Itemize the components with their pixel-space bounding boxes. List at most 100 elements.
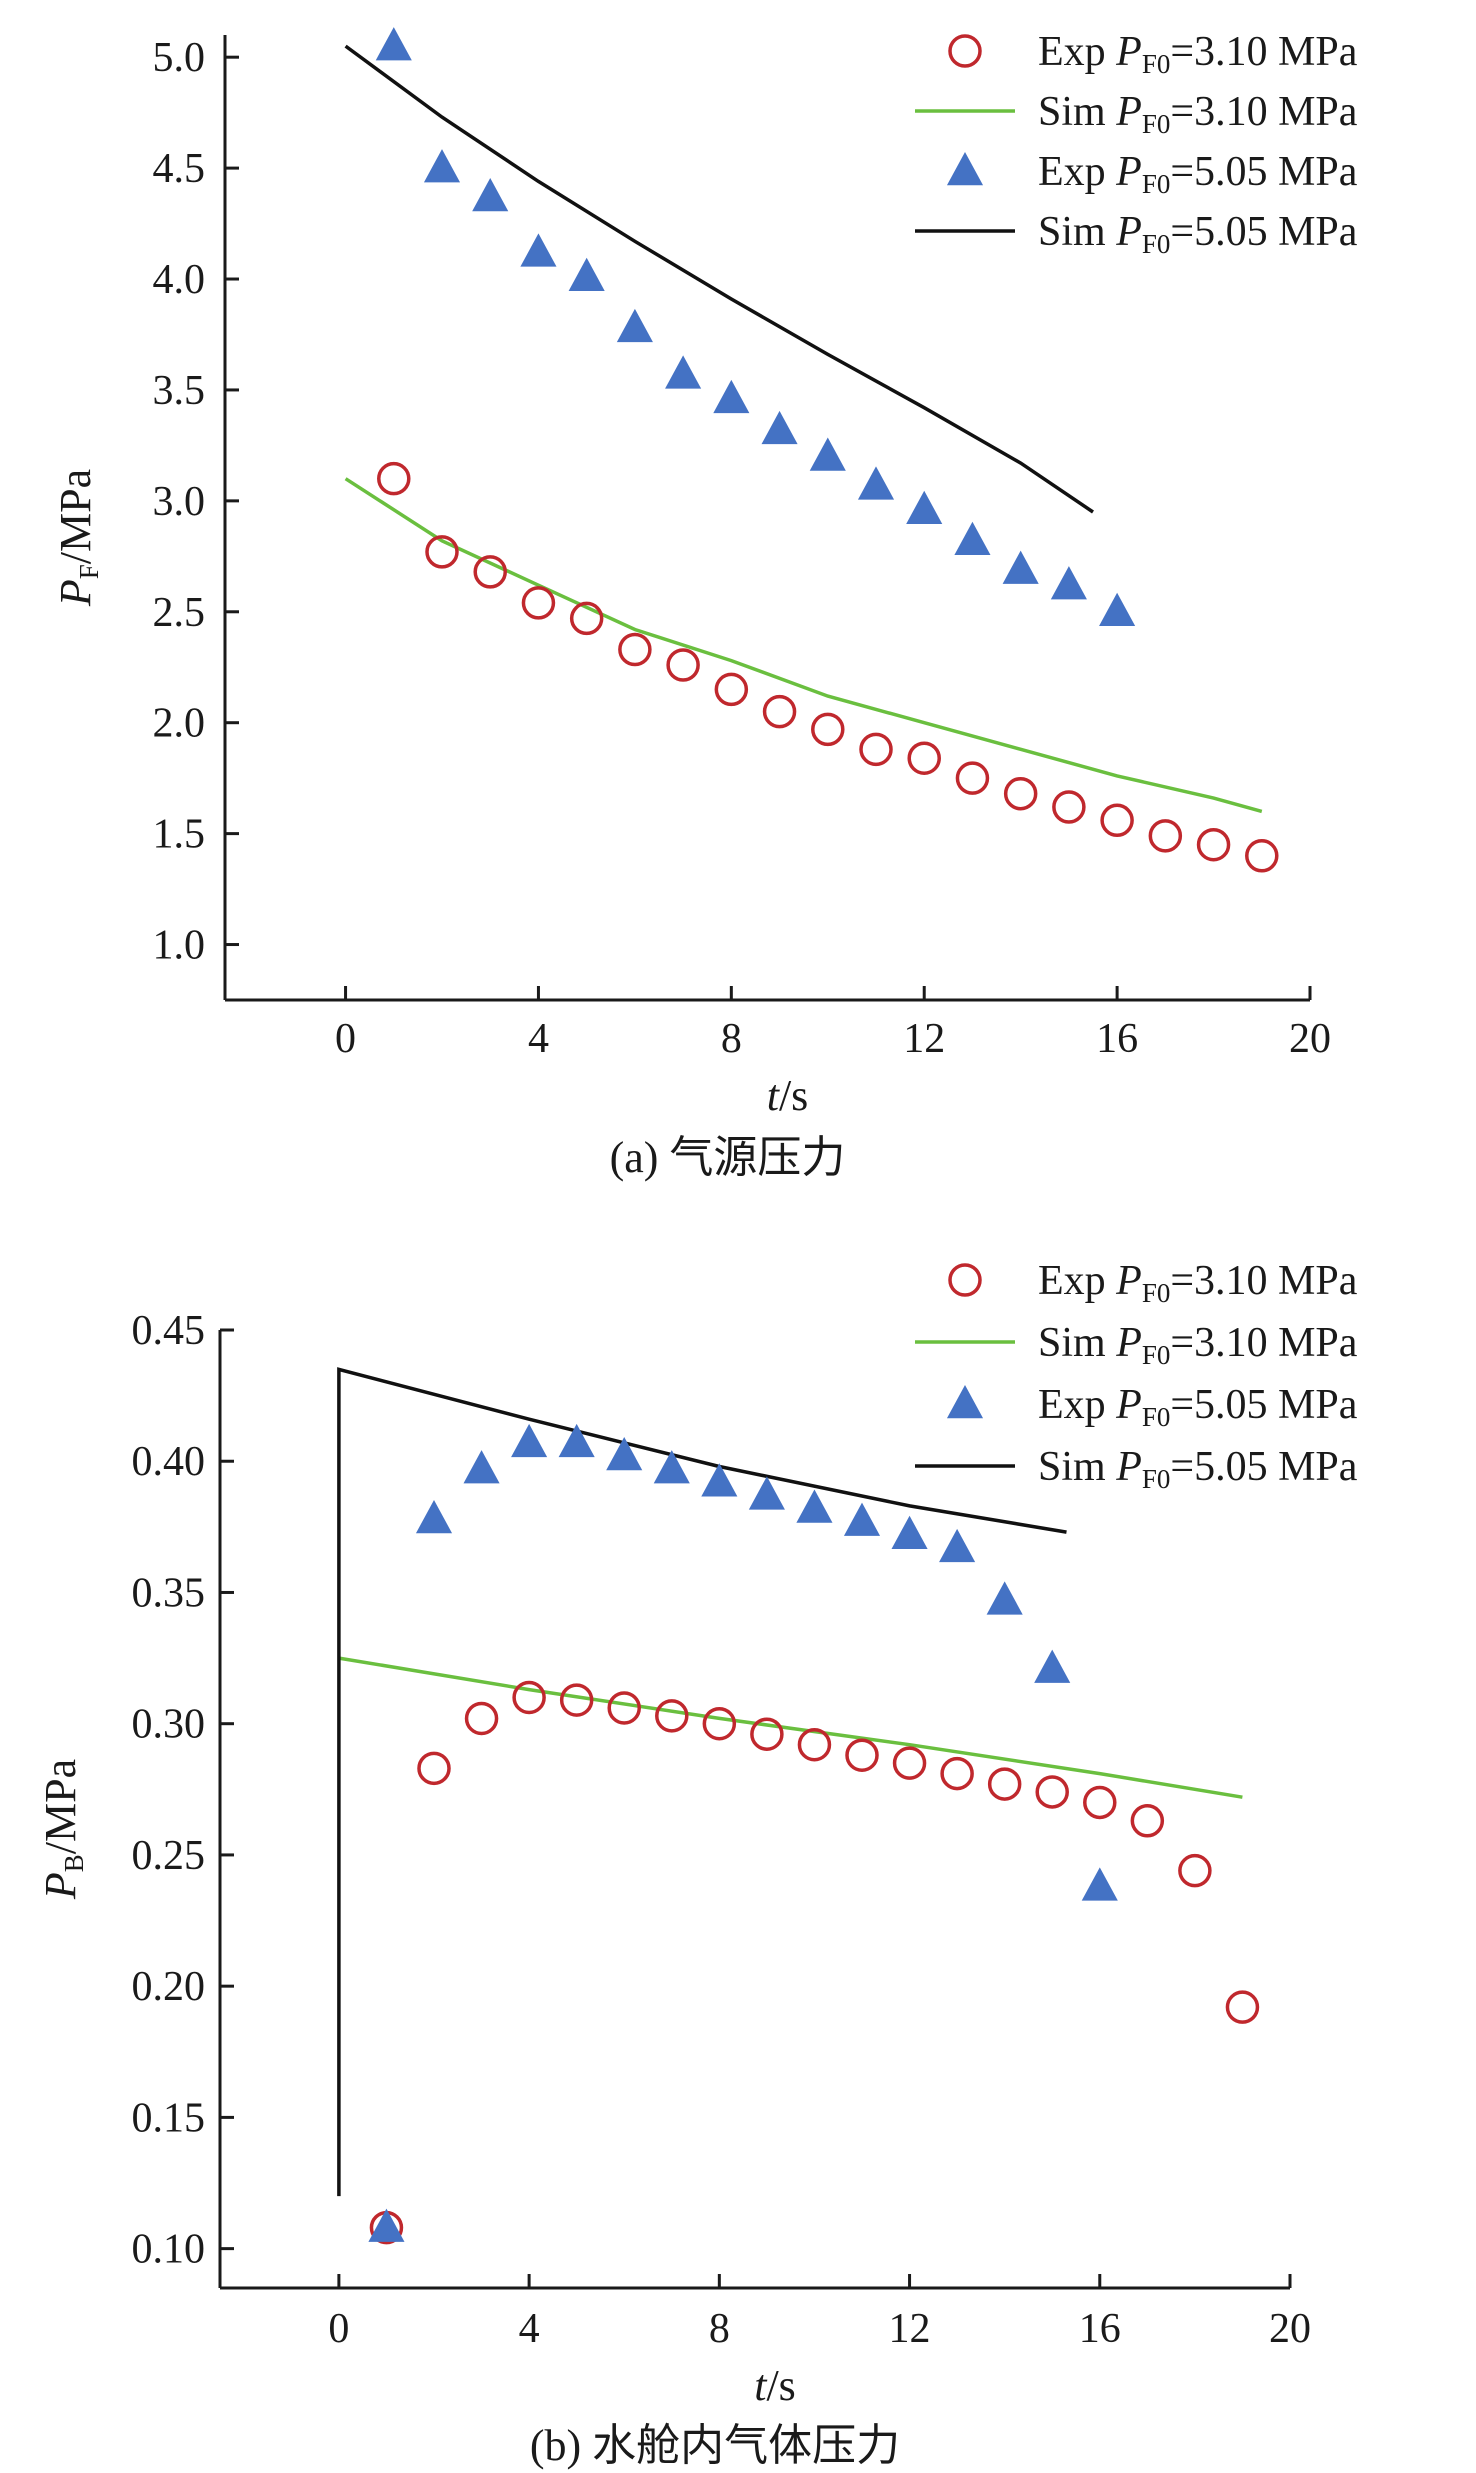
- data-point-exp-3-10: [607, 1691, 641, 1725]
- y-tick-label: 5.0: [153, 35, 206, 81]
- figure-caption: (b) 水舱内气体压力: [530, 2421, 900, 2470]
- data-point-exp-3-10: [1225, 1990, 1260, 2024]
- y-tick-label: 0.30: [132, 1702, 206, 1748]
- x-axis-label: t/s: [754, 2361, 796, 2410]
- data-point-exp-3-10: [425, 535, 459, 569]
- data-point-exp-3-10: [512, 1680, 546, 1715]
- x-tick-label: 16: [1096, 1016, 1138, 1062]
- legend-marker-triangle: [946, 1385, 984, 1419]
- x-tick-label: 0: [328, 2306, 349, 2352]
- data-point-exp-5-05: [568, 257, 605, 292]
- x-tick-label: 16: [1079, 2306, 1121, 2352]
- x-tick-label: 4: [528, 1016, 549, 1062]
- data-point-exp-3-10: [859, 732, 893, 767]
- data-point-exp-5-05: [1050, 566, 1087, 600]
- data-point-exp-5-05: [1099, 592, 1136, 627]
- y-tick-label: 0.35: [132, 1570, 206, 1616]
- y-tick-label: 2.5: [153, 590, 206, 636]
- y-axis-label: PF/MPa: [51, 469, 104, 607]
- data-point-exp-3-10: [473, 555, 507, 589]
- y-tick-label: 0.15: [132, 2095, 206, 2141]
- y-tick-label: 0.40: [132, 1439, 206, 1485]
- legend-label: Exp PF0=5.05 MPa: [1038, 149, 1358, 199]
- data-point-exp-5-05: [472, 177, 509, 212]
- data-point-exp-5-05: [713, 379, 750, 414]
- legend-label: Exp PF0=5.05 MPa: [1038, 1382, 1358, 1432]
- data-point-exp-3-10: [559, 1683, 594, 1717]
- data-point-exp-3-10: [1100, 803, 1134, 838]
- data-point-exp-5-05: [463, 1450, 500, 1484]
- data-point-exp-5-05: [954, 521, 991, 556]
- data-point-exp-5-05: [520, 233, 557, 267]
- x-tick-label: 4: [519, 2306, 540, 2352]
- data-point-exp-3-10: [845, 1738, 879, 1772]
- figure-caption: (a) 气源压力: [610, 1133, 846, 1182]
- y-tick-label: 2.0: [153, 701, 206, 747]
- y-tick-label: 0.20: [132, 1964, 206, 2010]
- data-point-exp-5-05: [558, 1423, 595, 1458]
- legend-label: Exp PF0=3.10 MPa: [1038, 1258, 1358, 1308]
- y-tick-label: 1.5: [153, 812, 206, 858]
- data-point-exp-3-10: [1178, 1853, 1212, 1888]
- chart-panel-a: 0 4 8 12 16 20 1.0 1.5 2.0 2.5 3.0 3.5 4.0 4.5 5.0 t/s P…: [51, 27, 1358, 1182]
- y-tick-label: 0.25: [132, 1833, 206, 1879]
- legend-marker-circle: [948, 1263, 982, 1297]
- data-point-exp-3-10: [1003, 776, 1038, 811]
- x-tick-label: 8: [709, 2306, 730, 2352]
- data-point-exp-3-10: [1196, 827, 1231, 862]
- data-point-exp-5-05: [653, 1450, 690, 1484]
- data-point-exp-5-05: [423, 149, 461, 183]
- data-point-exp-3-10: [987, 1767, 1022, 1801]
- data-point-exp-3-10: [1130, 1804, 1165, 1838]
- data-point-exp-3-10: [892, 1746, 927, 1780]
- data-point-exp-3-10: [521, 586, 556, 620]
- data-point-exp-3-10: [377, 461, 411, 496]
- data-point-exp-3-10: [569, 601, 604, 636]
- x-tick-label: 20: [1269, 2306, 1311, 2352]
- legend-marker-circle: [948, 34, 982, 68]
- data-point-exp-5-05: [891, 1515, 928, 1549]
- data-point-exp-5-05: [1081, 1867, 1118, 1901]
- legend-label: Sim PF0=5.05 MPa: [1038, 1444, 1358, 1494]
- data-point-exp-5-05: [1034, 1649, 1071, 1683]
- data-point-exp-3-10: [702, 1706, 737, 1741]
- data-point-exp-5-05: [796, 1489, 833, 1523]
- data-point-exp-3-10: [811, 712, 845, 747]
- data-point-exp-3-10: [714, 672, 749, 707]
- data-point-exp-5-05: [748, 1476, 785, 1510]
- data-point-exp-5-05: [375, 27, 412, 61]
- x-tick-label: 12: [889, 2306, 931, 2352]
- data-point-exp-5-05: [939, 1528, 976, 1563]
- data-point-exp-3-10: [1035, 1775, 1069, 1809]
- data-point-exp-3-10: [1052, 790, 1086, 824]
- y-axis-label: PB/MPa: [36, 1759, 89, 1900]
- data-point-exp-5-05: [701, 1463, 738, 1497]
- series-line-sim-5-05: [337, 1367, 1067, 2197]
- data-point-exp-3-10: [940, 1756, 974, 1791]
- y-tick-label: 4.5: [153, 146, 206, 192]
- x-axis-label: t/s: [767, 1071, 809, 1120]
- legend-label: Exp PF0=3.10 MPa: [1038, 29, 1358, 79]
- legend-label: Sim PF0=5.05 MPa: [1038, 209, 1358, 259]
- x-tick-label: 0: [335, 1016, 356, 1062]
- data-point-exp-3-10: [762, 694, 797, 729]
- y-tick-label: 3.0: [153, 479, 206, 525]
- y-tick-label: 4.0: [153, 257, 206, 303]
- data-point-exp-3-10: [618, 632, 652, 667]
- data-point-exp-3-10: [1245, 839, 1279, 873]
- data-point-exp-3-10: [797, 1727, 832, 1762]
- data-point-exp-3-10: [955, 761, 990, 795]
- y-tick-label: 0.10: [132, 2227, 206, 2273]
- legend: Exp PF0=3.10 MPa Sim PF0=3.10 MPa Exp PF0=…: [915, 29, 1358, 259]
- x-tick-label: 20: [1289, 1016, 1331, 1062]
- y-tick-label: 3.5: [153, 368, 206, 414]
- data-point-exp-5-05: [906, 490, 943, 524]
- data-point-exp-3-10: [907, 741, 941, 775]
- y-tick-label: 0.45: [132, 1308, 206, 1354]
- data-point-exp-3-10: [750, 1717, 784, 1751]
- legend-marker-triangle: [946, 152, 984, 186]
- data-point-exp-3-10: [655, 1699, 689, 1733]
- data-point-exp-5-05: [415, 1499, 453, 1534]
- data-point-exp-5-05: [606, 1436, 643, 1471]
- data-point-exp-5-05: [1002, 550, 1039, 584]
